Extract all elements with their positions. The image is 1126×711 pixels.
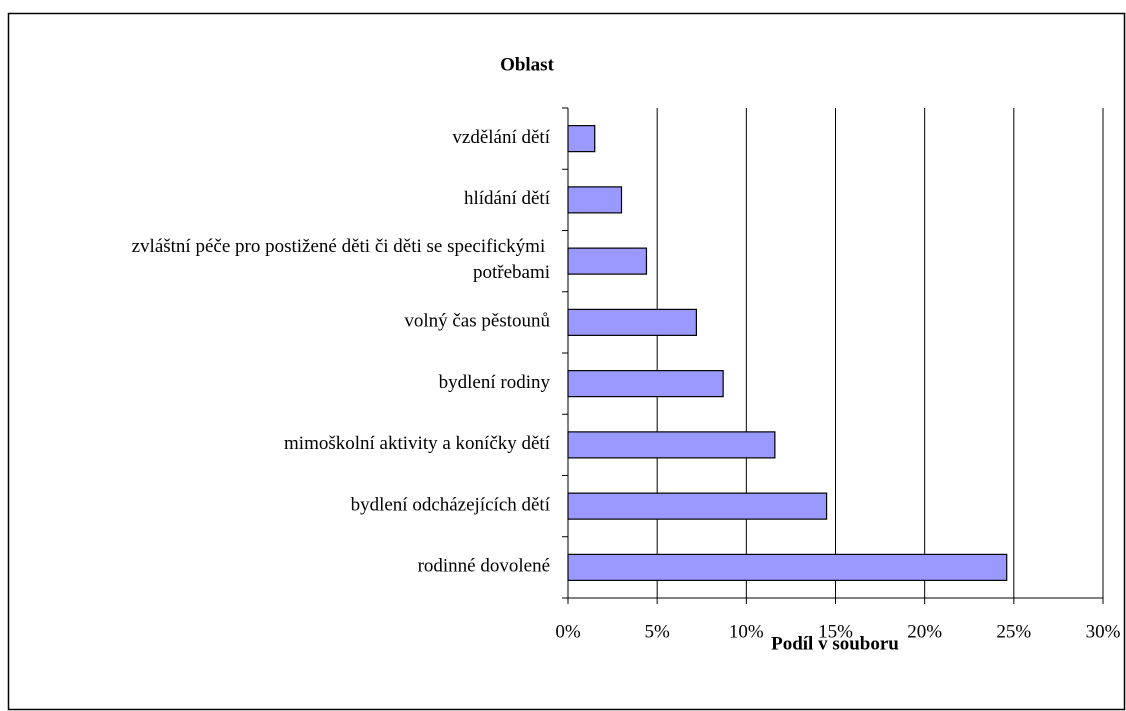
x-tick-label: 20% [907, 621, 942, 642]
x-axis-title: Podíl v souboru [771, 633, 899, 654]
y-axis-title: Oblast [500, 54, 555, 75]
y-tick-label: rodinné dovolené [418, 556, 550, 577]
x-tick-label: 25% [996, 621, 1031, 642]
y-tick-label: volný čas pěstounů [404, 311, 550, 332]
bar [567, 125, 596, 153]
chart-frame [7, 12, 1126, 711]
y-tick-label: mimoškolní aktivity a koníčky dětí [284, 433, 551, 454]
x-tick-label: 10% [729, 621, 764, 642]
bar [567, 247, 648, 275]
x-tick-label: 30% [1086, 621, 1121, 642]
y-tick-label: zvláštní péče pro postižené děti či děti… [132, 236, 550, 283]
bar [567, 553, 1008, 581]
x-tick-label: 5% [645, 621, 671, 642]
y-tick-label: bydlení odcházejících dětí [351, 494, 551, 515]
bar [567, 186, 623, 214]
x-tick-label: 15% [818, 621, 853, 642]
bar [567, 492, 828, 520]
bar [567, 431, 776, 459]
bar [567, 370, 724, 398]
y-tick-label: bydlení rodiny [439, 372, 551, 393]
x-tick-label: 0% [555, 621, 581, 642]
y-tick-label: vzdělání dětí [452, 127, 550, 148]
bar [567, 308, 697, 336]
y-tick-label: hlídání dětí [464, 188, 551, 209]
